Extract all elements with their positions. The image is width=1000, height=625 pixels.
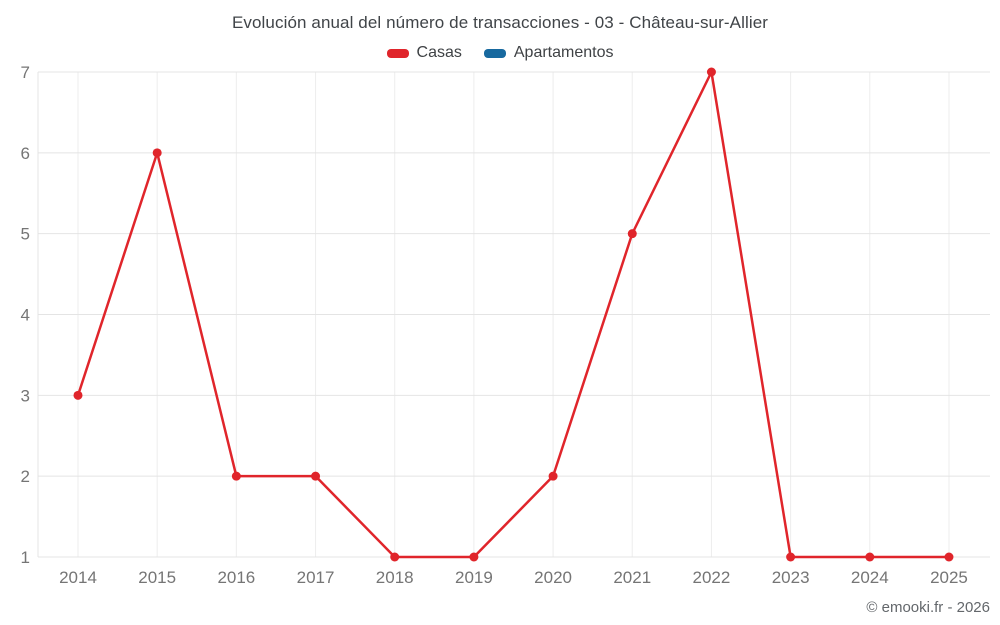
data-point[interactable] [944,552,954,562]
x-tick-label: 2018 [376,568,414,587]
legend-swatch-apartamentos-icon [483,48,506,58]
y-tick-label: 5 [21,225,30,244]
y-tick-label: 4 [21,306,30,325]
chart-title: Evolución anual del número de transaccio… [231,13,769,32]
data-point[interactable] [548,471,558,481]
x-tick-label: 2021 [613,568,651,587]
legend-item-casas[interactable]: Casas [386,44,462,62]
x-tick-label: 2015 [138,568,176,587]
legend: Casas Apartamentos [0,44,1000,62]
footer-credit: © emooki.fr - 2026 [866,599,990,616]
y-tick-label: 2 [21,467,30,486]
data-point[interactable] [73,390,83,400]
data-point[interactable] [627,229,637,239]
data-point[interactable] [865,552,875,562]
legend-label-apartamentos: Apartamentos [513,44,614,61]
legend-swatch-casas-icon [386,48,409,58]
x-tick-label: 2016 [217,568,255,587]
x-tick-label: 2017 [297,568,335,587]
x-tick-label: 2023 [772,568,810,587]
x-tick-label: 2020 [534,568,572,587]
data-point[interactable] [152,148,162,158]
legend-item-apartamentos[interactable]: Apartamentos [483,44,614,62]
y-tick-label: 6 [21,144,30,163]
y-tick-label: 7 [21,63,30,82]
data-point[interactable] [311,471,321,481]
x-tick-label: 2022 [693,568,731,587]
x-tick-label: 2019 [455,568,493,587]
x-tick-label: 2025 [930,568,968,587]
series-line-casas [76,70,951,559]
x-tick-label: 2014 [59,568,97,587]
y-tick-label: 1 [21,548,30,567]
data-point[interactable] [390,552,400,562]
data-point[interactable] [786,552,796,562]
x-tick-label: 2024 [851,568,889,587]
data-point[interactable] [706,67,716,77]
y-tick-label: 3 [21,386,30,405]
legend-label-casas: Casas [416,44,462,61]
data-point[interactable] [469,552,479,562]
data-point[interactable] [231,471,241,481]
